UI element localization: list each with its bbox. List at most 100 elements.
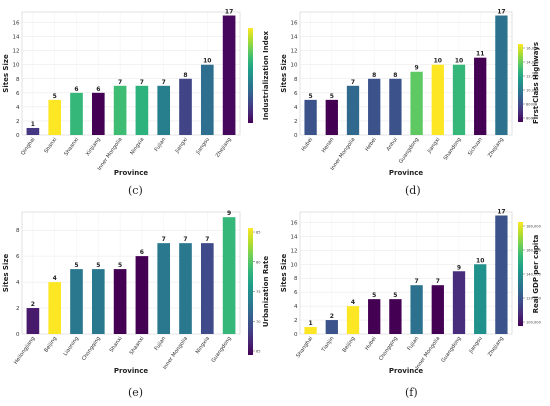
panel-letter-f: (f)	[405, 386, 418, 399]
x-tick-label: Fujian	[154, 336, 168, 352]
bar	[179, 243, 192, 334]
data-label: 6	[140, 249, 144, 256]
data-label: 10	[434, 58, 442, 65]
x-tick-label: Ningxia	[195, 336, 211, 355]
bar	[368, 299, 381, 334]
bar	[222, 217, 236, 334]
chart-panel: 0 2 4 6 8 10 12 14 16 1 Qinghai 5 Shanxi 6 Shaanxi 6 Xin…	[2, 9, 270, 177]
y-tick-label: 0	[16, 332, 20, 338]
y-tick-label: 14	[291, 234, 298, 240]
colorbar-tick-label: 8000	[526, 103, 536, 107]
data-label: 17	[225, 9, 233, 16]
y-tick-label: 6	[16, 91, 20, 97]
data-label: 4	[351, 299, 355, 306]
colorbar-tick-label: 120,000	[526, 297, 542, 301]
data-label: 2	[330, 313, 334, 320]
x-tick-label: Guangdong	[440, 336, 462, 364]
y-tick-label: 2	[16, 306, 20, 312]
x-tick-label: Shaanxi	[63, 137, 80, 157]
x-axis-label: Province	[114, 367, 148, 375]
y-tick-label: 4	[16, 280, 20, 286]
x-tick-label: Beijing	[43, 336, 58, 354]
bar	[157, 243, 171, 334]
data-label: 5	[393, 292, 397, 299]
bar	[389, 78, 402, 135]
data-label: 17	[497, 208, 505, 215]
data-label: 5	[372, 292, 376, 299]
bar	[452, 64, 466, 135]
colorbar-tick-label: 6000	[526, 117, 536, 121]
y-tick-label: 4	[16, 105, 20, 111]
data-label: 5	[53, 93, 57, 100]
data-label: 9	[227, 210, 231, 217]
x-tick-label: Fujian	[407, 336, 421, 352]
x-tick-label: Xinjiang	[85, 137, 102, 158]
y-tick-label: 6	[16, 254, 20, 260]
y-tick-label: 8	[16, 228, 20, 234]
data-label: 9	[457, 264, 461, 271]
bar	[325, 99, 338, 135]
x-tick-label: Guangdong	[398, 137, 420, 165]
x-axis-label: Province	[389, 367, 423, 375]
y-tick-label: 2	[294, 318, 298, 324]
y-tick-label: 4	[294, 105, 298, 111]
bar	[48, 99, 62, 135]
bar	[325, 320, 338, 334]
bar	[91, 92, 105, 135]
y-tick-label: 0	[294, 133, 298, 139]
colorbar-tick-label: 12,000	[526, 75, 539, 79]
data-label: 8	[393, 72, 397, 79]
y-tick-label: 8	[294, 77, 298, 83]
x-tick-label: Shanxi	[43, 137, 58, 155]
colorbar-tick-label: 14,000	[526, 61, 539, 65]
data-label: 7	[162, 79, 166, 86]
data-label: 5	[96, 262, 100, 269]
y-tick-label: 10	[291, 63, 298, 69]
x-tick-label: Zhejiang	[487, 137, 505, 159]
data-label: 6	[96, 86, 100, 93]
y-tick-label: 4	[294, 304, 298, 310]
x-tick-label: Shandong	[443, 137, 463, 162]
data-label: 7	[118, 79, 122, 86]
colorbar-tick-label: 70	[256, 320, 261, 324]
bar	[304, 99, 317, 135]
colorbar-label: Real GDP per capita	[532, 234, 540, 313]
data-label: 5	[330, 93, 334, 100]
x-tick-label: Jiangxi	[174, 137, 189, 155]
bar	[135, 256, 149, 334]
data-label: 5	[118, 262, 122, 269]
x-tick-label: Fujian	[154, 137, 168, 153]
data-label: 5	[309, 93, 313, 100]
data-label: 11	[476, 51, 484, 58]
data-label: 10	[476, 257, 484, 264]
colorbar-tick-label: 16,000	[526, 47, 539, 51]
y-tick-label: 10	[13, 63, 20, 69]
colorbar-tick-label: 100,000	[526, 321, 542, 325]
x-tick-label: Chongqing	[378, 336, 399, 362]
x-tick-label: Jiangsu	[195, 137, 211, 157]
x-tick-label: Anhui	[386, 137, 399, 153]
colorbar-tick-label: 10,000	[526, 89, 539, 93]
y-tick-label: 0	[16, 133, 20, 139]
data-label: 17	[497, 9, 505, 16]
x-tick-label: Jiangsu	[468, 336, 484, 356]
chart-panel: 0 2 4 6 8 10 12 14 16 1 Shanghai 2 Tianjin 4 Beijing 5 H…	[280, 208, 542, 375]
data-label: 1	[31, 121, 35, 128]
x-tick-label: Hubei	[301, 137, 315, 153]
x-tick-label: Inner Mongolia	[97, 137, 124, 172]
data-label: 7	[436, 278, 440, 285]
x-tick-label: Shanghai	[295, 336, 314, 359]
x-tick-label: Ningxia	[129, 137, 145, 156]
x-tick-label: Zhejiang	[487, 336, 505, 358]
colorbar-label: Urbanization Rate	[262, 256, 270, 327]
colorbar-tick-label: 85	[256, 231, 261, 235]
data-label: 7	[351, 79, 355, 86]
data-label: 4	[53, 275, 57, 282]
data-label: 2	[31, 301, 35, 308]
x-axis-label: Province	[114, 169, 148, 177]
y-tick-label: 14	[291, 35, 298, 41]
data-label: 6	[74, 86, 78, 93]
y-tick-label: 16	[291, 220, 298, 226]
